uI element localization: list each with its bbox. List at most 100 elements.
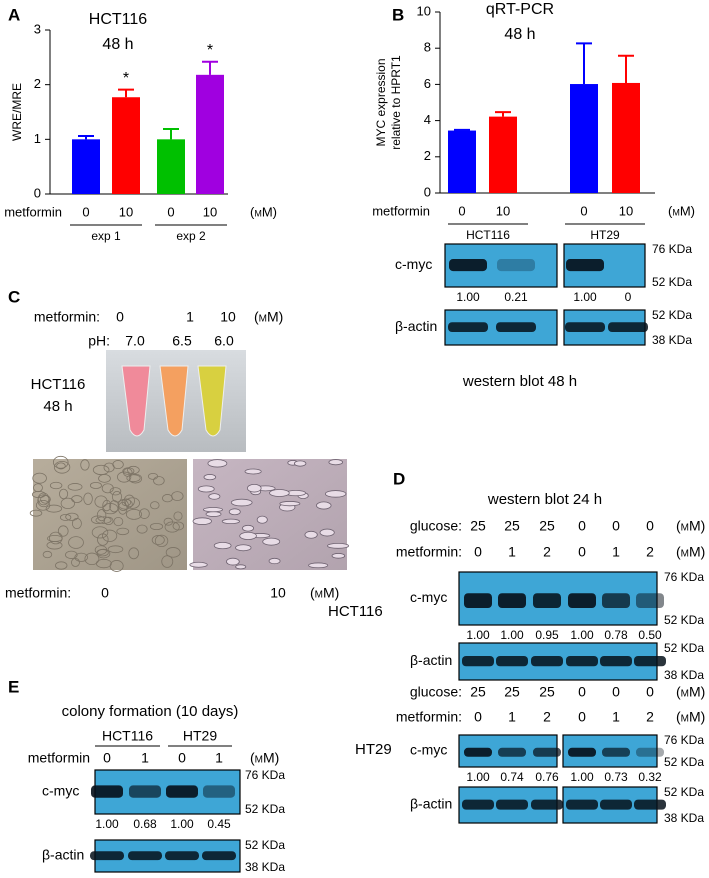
x-tick-label: 10 [619,203,633,218]
band [496,655,528,667]
y-tick-label: 0 [34,185,41,200]
y-axis-label: relative to HPRT1 [389,55,403,150]
cell [60,497,75,509]
cell [128,547,140,560]
quantification: 1.00 [500,628,524,642]
cell [226,557,240,566]
cell [203,507,223,513]
chart-title: HCT116 [89,11,147,28]
bar [157,139,185,194]
unit: (mM) [676,518,705,534]
size-marker: 76 KDa [664,733,704,747]
x-tick-label: 0 [167,204,174,219]
dose: 10 [220,309,236,325]
x-tick-label: 0 [580,203,587,218]
cell [52,455,69,469]
unit: (mM) [250,204,277,219]
band [202,851,236,861]
x-tick-label: 10 [496,203,510,218]
blot-label: β-actin [410,796,452,812]
quantification: 0.50 [638,628,662,642]
cell [101,483,114,494]
glucose: 25 [470,518,486,534]
cell [96,549,109,557]
band [496,799,528,810]
error-bar [78,135,94,140]
x-tick-label: 0 [458,203,465,218]
blot-title: colony formation (10 days) [62,703,239,720]
dose: 0 [103,750,111,766]
quantification: 1.00 [170,817,194,831]
cell [109,487,122,496]
x-tick-label: 10 [119,204,133,219]
cell [109,500,120,513]
y-tick-label: 6 [424,76,431,91]
band [129,785,161,798]
cell [125,497,140,509]
dose: 2 [543,709,551,725]
quantification: 0.21 [504,290,528,304]
band [602,593,630,609]
cell [189,561,208,568]
blot-label: c-myc [395,256,432,272]
glucose: 25 [504,518,520,534]
cell [164,521,180,533]
cell [109,560,124,572]
quantification: 0.45 [207,817,231,831]
cell [65,512,79,521]
row-label: metformin: [34,309,100,325]
group-label: HT29 [590,228,620,242]
error-bar [118,88,134,98]
size-marker: 52 KDa [652,308,692,322]
cell [230,498,253,507]
cell [161,555,174,568]
cell [71,517,82,529]
band [203,785,235,798]
size-marker: 76 KDa [245,768,285,782]
quantification: 0.73 [604,770,628,784]
chart-title: qRT-PCR [486,1,554,18]
tube [159,365,189,437]
cell [197,485,215,493]
cell [96,509,107,522]
band [531,655,563,667]
cell [84,552,100,566]
size-marker: 52 KDa [664,641,704,655]
cell [128,473,143,484]
cell [208,493,221,500]
glucose: 0 [646,684,654,700]
dose: 0 [116,309,124,325]
cell [242,524,254,532]
cell [279,501,301,507]
cell-line: HCT116 [31,376,86,393]
cell [113,516,124,527]
cell [149,522,164,531]
cell [53,460,71,474]
cell [162,494,173,503]
band [496,322,536,333]
cell [125,508,143,520]
tube [197,365,227,437]
cell [247,483,262,493]
significance: * [123,70,129,87]
cell [80,459,90,471]
cell [29,509,43,517]
cell [102,529,118,542]
cell [98,474,111,483]
cell [74,552,88,562]
error-bar [163,127,179,140]
blot-title: western blot 24 h [487,491,602,508]
cell [213,541,232,550]
cell [269,489,290,497]
quantification: 1.00 [466,628,490,642]
band [566,799,598,810]
cell [123,494,135,508]
y-tick-label: 8 [424,40,431,55]
cell-line: HT29 [355,741,392,758]
unit: (mM) [676,709,705,725]
glucose: 25 [539,684,555,700]
panel-letter: C [8,287,20,306]
cell [49,531,63,545]
blot-label: c-myc [42,783,79,799]
cell [55,561,68,570]
